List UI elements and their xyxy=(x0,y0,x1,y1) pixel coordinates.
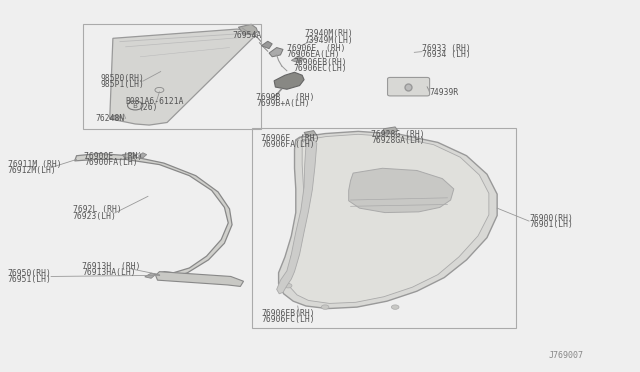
Polygon shape xyxy=(383,127,397,134)
Text: 985P1(LH): 985P1(LH) xyxy=(100,80,144,89)
Bar xyxy=(252,128,516,328)
Text: 76906EB(RH): 76906EB(RH) xyxy=(293,58,347,67)
Polygon shape xyxy=(274,72,304,89)
Circle shape xyxy=(392,305,399,310)
Text: 76951(LH): 76951(LH) xyxy=(8,275,52,284)
Polygon shape xyxy=(304,131,316,136)
Text: 76911M (RH): 76911M (RH) xyxy=(8,160,61,169)
Text: 76923(LH): 76923(LH) xyxy=(73,212,116,221)
Text: 76912M(LH): 76912M(LH) xyxy=(8,166,56,175)
Text: 76950(RH): 76950(RH) xyxy=(8,269,52,278)
Polygon shape xyxy=(278,131,497,309)
Text: 76934 (LH): 76934 (LH) xyxy=(422,50,470,59)
Text: 76901(LH): 76901(LH) xyxy=(529,220,573,229)
Polygon shape xyxy=(145,273,156,278)
Text: 73949M(LH): 73949M(LH) xyxy=(305,36,353,45)
Text: 7699B+A(LH): 7699B+A(LH) xyxy=(256,99,310,108)
Text: 76913HA(LH): 76913HA(LH) xyxy=(83,268,136,277)
Text: 76900(RH): 76900(RH) xyxy=(529,214,573,222)
Text: B: B xyxy=(132,103,138,109)
Text: 76913H  (RH): 76913H (RH) xyxy=(83,262,141,270)
Polygon shape xyxy=(291,56,303,63)
Text: 76906FA(LH): 76906FA(LH) xyxy=(261,140,315,149)
Text: 76928G (RH): 76928G (RH) xyxy=(371,130,424,139)
Polygon shape xyxy=(138,153,147,158)
Text: 76906E  (RH): 76906E (RH) xyxy=(287,44,346,53)
Text: J769007: J769007 xyxy=(548,351,583,360)
Text: 74939R: 74939R xyxy=(429,88,459,97)
Text: 76906EC(LH): 76906EC(LH) xyxy=(293,64,347,73)
Polygon shape xyxy=(239,24,257,35)
Text: 76900FA(LH): 76900FA(LH) xyxy=(84,158,138,167)
Text: 76900F  (RH): 76900F (RH) xyxy=(84,152,143,161)
Text: 76928GA(LH): 76928GA(LH) xyxy=(371,136,424,145)
Text: 76906F  (RH): 76906F (RH) xyxy=(261,134,320,142)
Text: 7692L (RH): 7692L (RH) xyxy=(73,205,122,215)
Text: 76954A: 76954A xyxy=(232,31,261,40)
Polygon shape xyxy=(75,154,232,278)
Text: 985P0(RH): 985P0(RH) xyxy=(100,74,144,83)
Circle shape xyxy=(284,283,292,288)
Text: 76933 (RH): 76933 (RH) xyxy=(422,44,470,53)
Polygon shape xyxy=(122,153,136,158)
Circle shape xyxy=(321,305,329,310)
Polygon shape xyxy=(349,168,454,212)
Circle shape xyxy=(291,255,298,259)
Text: 7699B   (RH): 7699B (RH) xyxy=(256,93,315,102)
Text: 76248N: 76248N xyxy=(96,114,125,123)
Text: 76906EA(LH): 76906EA(LH) xyxy=(287,50,340,59)
Bar xyxy=(83,23,261,129)
Text: (26): (26) xyxy=(138,103,158,112)
Polygon shape xyxy=(269,48,283,57)
Text: B081A6-6121A: B081A6-6121A xyxy=(125,97,184,106)
Polygon shape xyxy=(276,139,317,294)
FancyBboxPatch shape xyxy=(388,77,429,96)
Polygon shape xyxy=(156,272,244,286)
Text: 73940M(RH): 73940M(RH) xyxy=(305,29,353,38)
Polygon shape xyxy=(109,29,256,125)
Text: 76906FC(LH): 76906FC(LH) xyxy=(261,315,315,324)
Polygon shape xyxy=(287,134,489,304)
Polygon shape xyxy=(261,41,272,49)
Text: 76906FB(RH): 76906FB(RH) xyxy=(261,309,315,318)
Polygon shape xyxy=(109,115,120,120)
